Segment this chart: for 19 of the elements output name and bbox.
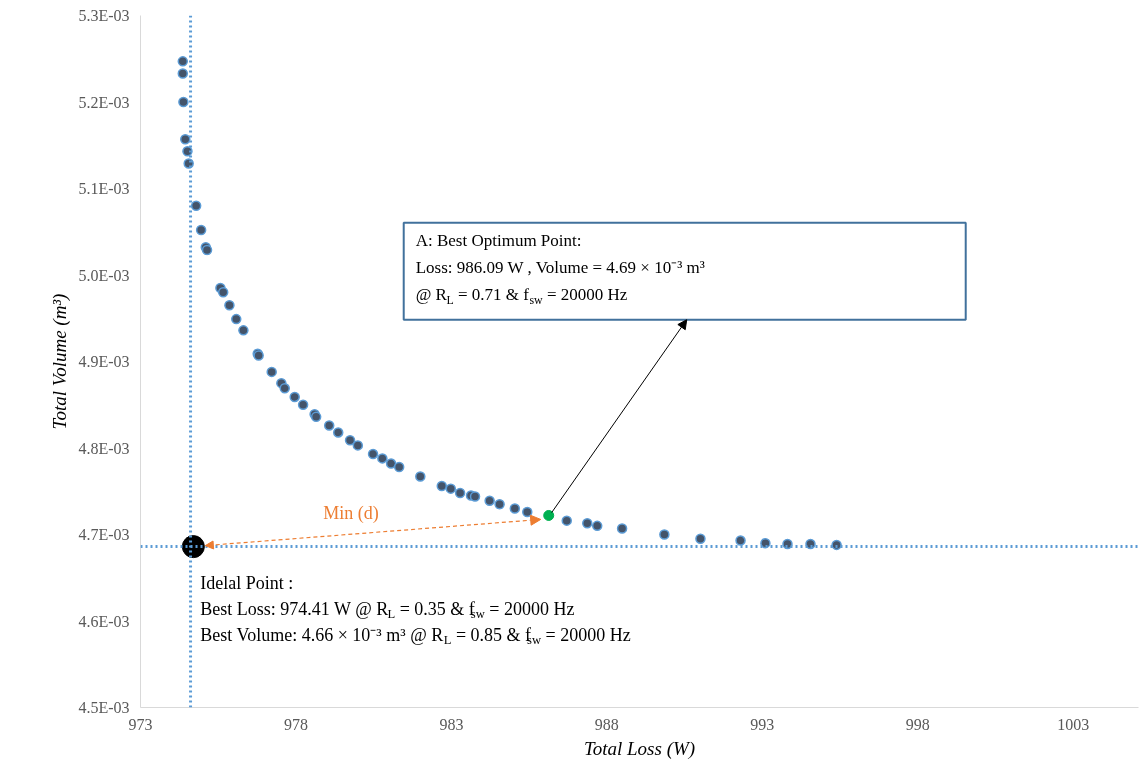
y-tick-label: 5.2E-03 (78, 93, 130, 111)
y-tick-label: 5.0E-03 (78, 266, 130, 284)
y-tick-label: 4.6E-03 (78, 612, 130, 630)
x-tick-label: 993 (750, 715, 775, 733)
annotation: Min (d) (323, 503, 379, 525)
y-tick-label: 5.1E-03 (78, 180, 130, 197)
y-tick-label: 4.7E-03 (78, 526, 130, 543)
y-axis-title: Total Volume (m³) (49, 293, 72, 430)
x-tick-label: 973 (128, 715, 153, 733)
x-tick-label: 1003 (1057, 715, 1090, 733)
x-axis-title: Total Loss (W) (583, 737, 696, 760)
y-tick-label: 4.9E-03 (78, 353, 130, 370)
x-tick-label: 978 (283, 715, 308, 733)
x-tick-label: 983 (439, 715, 464, 733)
y-tick-label: 4.8E-03 (78, 439, 130, 457)
x-tick-label: 988 (594, 715, 619, 733)
y-tick-label: 4.5E-03 (78, 699, 130, 716)
y-tick-label: 5.3E-03 (78, 7, 130, 24)
x-tick-label: 998 (905, 715, 930, 733)
